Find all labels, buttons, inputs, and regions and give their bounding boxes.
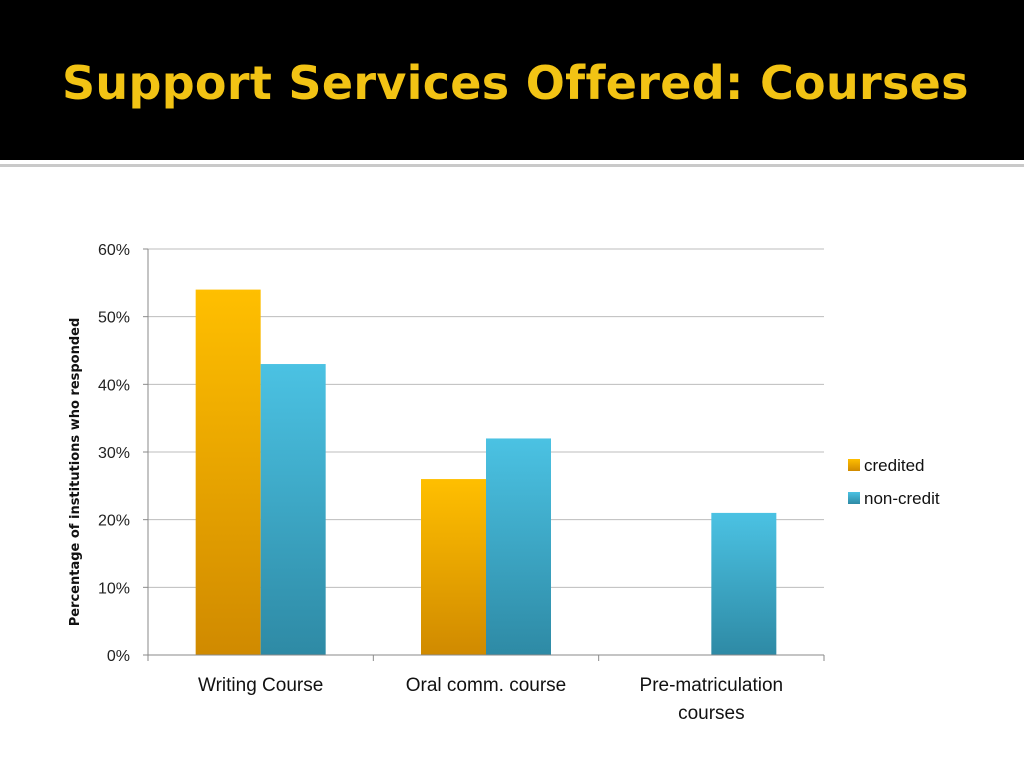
y-tick-label: 10% [98, 580, 130, 597]
legend-label: credited [864, 456, 924, 475]
bar-noncredit [711, 512, 777, 655]
legend-label: non-credit [864, 489, 940, 508]
category-label: Writing Course [198, 675, 323, 696]
y-axis-title: Percentage of institutions who responded [68, 318, 83, 627]
category-label: Pre-matriculation [640, 675, 784, 696]
bar-credited [421, 479, 486, 655]
bar-noncredit [486, 438, 551, 655]
bar-credited [195, 289, 261, 655]
y-tick-label: 60% [98, 242, 130, 259]
title-band: Support Services Offered: Courses [0, 0, 1024, 160]
legend-swatch [848, 492, 860, 504]
y-tick-label: 40% [98, 377, 130, 394]
category-label: courses [678, 703, 745, 724]
legend-swatch [848, 459, 860, 471]
slide-title: Support Services Offered: Courses [62, 56, 969, 110]
y-tick-label: 30% [98, 445, 130, 462]
title-divider [0, 164, 1024, 167]
labels: 0% 10% 20% 30% 40% 50% 60% Writing Course Oral c… [68, 242, 783, 724]
category-label: Oral comm. course [406, 675, 566, 696]
bar-noncredit [260, 364, 326, 655]
legend: credited non-credit [848, 456, 940, 508]
y-tick-label: 50% [98, 310, 130, 327]
bars [195, 289, 777, 655]
y-tick-label: 20% [98, 513, 130, 530]
axes [143, 248, 825, 661]
y-tick-label: 0% [107, 648, 130, 665]
